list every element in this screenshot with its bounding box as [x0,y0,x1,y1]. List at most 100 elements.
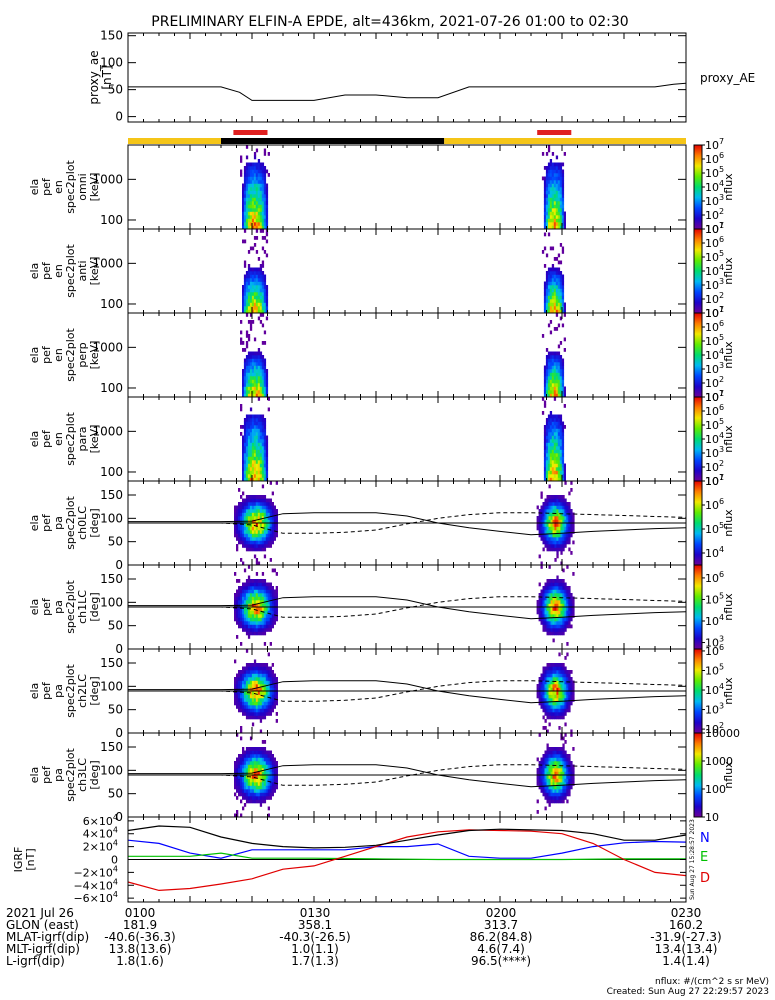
spectrogram-cell [273,516,276,520]
spectrogram-cell [560,663,563,667]
spectrogram-cell [545,425,549,429]
spectrogram-cell [553,194,557,198]
spectrogram-cell [551,358,555,363]
spectrogram-cell [259,222,263,226]
spectrogram-cell [550,505,553,510]
spectrogram-cell [253,579,257,583]
spectrogram-cell [236,694,239,699]
spectrogram-cell [548,512,551,517]
spectrogram-cell [556,761,559,765]
spectrogram-cell [261,698,265,702]
spectrogram-cell [251,292,255,296]
spectrogram-cell [255,673,259,678]
spectrogram-cell [267,505,270,510]
spectrogram-cell [249,351,253,356]
spectrogram-cell [251,302,255,307]
spectrogram-cell [247,435,251,440]
spectrogram-cell [261,222,265,226]
spectrogram-cell [238,607,241,611]
spectrogram-cell [263,236,267,240]
spectrogram-cell [546,698,549,702]
spectrogram-cell [564,530,567,534]
spectrogram-cell [549,362,553,366]
colorbar-tick-label: 10 [705,811,719,824]
spectrogram-cell [271,771,274,776]
spectrogram-cell [242,684,245,688]
spectrogram-cell [255,761,259,765]
spectrogram-cell [267,516,270,520]
spectrogram-cell [566,600,569,604]
spectrogram-cell [245,453,249,457]
spectrogram-cell [261,446,265,450]
spectrogram-cell [566,526,569,531]
spectrogram-cell [570,701,573,706]
spectrogram-cell [540,614,543,618]
spectrogram-cell [251,705,255,709]
spectrogram-cell [554,547,557,552]
spectrogram-cell [247,600,251,604]
spectrogram-cell [545,449,549,454]
spectrogram-cell [547,383,551,387]
spectrogram-cell [242,792,245,797]
spectrogram-cell [251,379,255,384]
spectrogram-cell [551,225,555,230]
spectrogram-cell [558,687,561,692]
spectrogram-cell [251,281,255,286]
spectrogram-cell [560,589,563,594]
spectrogram-cell [261,771,265,776]
spectrogram-cell [259,610,263,615]
spectrogram-cell [554,505,557,510]
spectrogram-cell [259,540,263,545]
spectrogram-cell [261,435,265,440]
spectrogram-cell [265,470,269,475]
spectrogram-cell [555,470,559,475]
spectrogram-cell [242,197,245,202]
spectrogram-cell [558,792,561,797]
spectrogram-cell [560,782,563,786]
spectrogram-cell [566,701,569,706]
spectrogram-cell [555,173,559,177]
row-value: 358.1 [297,918,333,932]
spectrogram-cell [257,376,261,380]
spectrogram-cell [557,456,561,461]
spectrogram-cell [540,523,543,527]
spectrogram-cell [245,698,249,702]
spectrogram-cell [243,670,247,674]
spectrogram-cell [242,306,245,310]
spectrogram-cell [542,792,545,797]
spectrogram-cell [257,180,261,184]
spectrogram-cell [546,750,549,755]
spectrogram-cell [242,449,245,454]
spectrogram-cell [265,708,269,713]
spectrogram-cell [558,495,561,499]
colorbar-scale [693,144,703,230]
spectrogram-cell [562,701,565,706]
spectrogram-cell [553,215,557,219]
spectrogram-cell [255,533,259,538]
spectrogram-cell [257,663,261,667]
spectrogram-cell [547,278,551,282]
spectrogram-cell [242,453,245,457]
colorbar-tick-label: 104 [705,545,724,560]
spectrogram-cell [243,166,247,170]
spectrogram-cell [566,761,569,765]
spectrogram-cell [554,589,557,594]
spectrogram-cell [243,589,247,594]
spectrogram-cell [550,761,553,765]
colorbar-tick-label: 106 [705,235,724,250]
row-value: 96.5(****) [470,954,532,968]
spectrogram-cell [556,670,559,674]
y-tick-label: 150 [100,656,123,670]
spectrogram-cell [240,764,243,769]
spectrogram-cell [562,677,565,681]
spectrogram-cell [549,288,553,293]
spectrogram-cell [238,526,241,531]
spectrogram-cell [556,530,559,534]
spectrogram-cell [545,292,549,296]
spectrogram-cell [238,600,241,604]
spectrogram-cell [251,393,255,398]
spectrogram-cell [245,435,249,440]
spectrogram-cell [261,264,265,268]
spectrogram-cell [552,670,555,674]
spectrogram-cell [234,813,237,818]
